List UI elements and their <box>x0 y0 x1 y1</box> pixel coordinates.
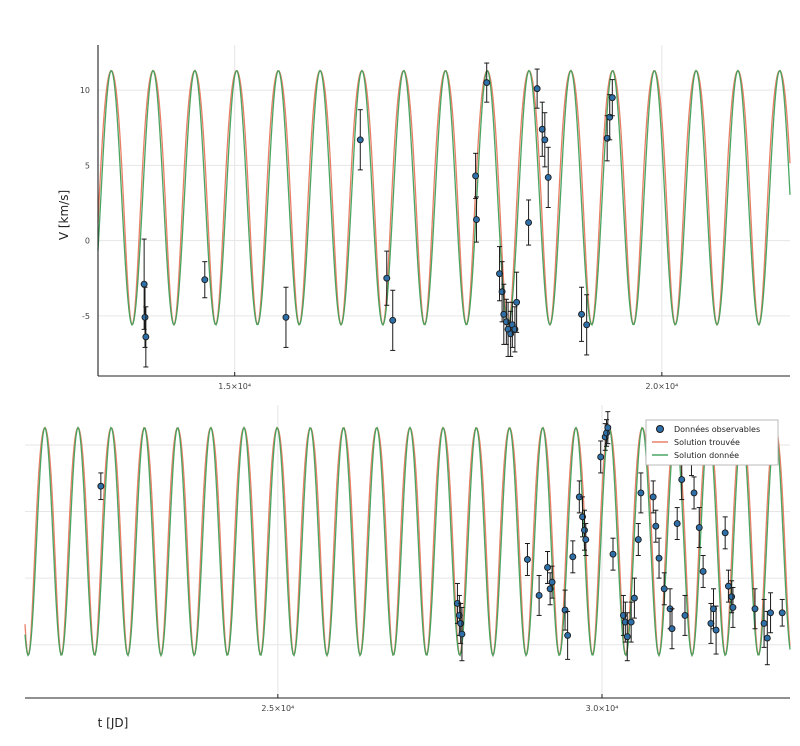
data-point <box>652 522 660 530</box>
data-point <box>389 316 397 324</box>
panel-2: 2.5×10⁴ 3.0×10⁴ t [JD] Données observable… <box>24 405 791 730</box>
data-point <box>583 321 591 329</box>
data-point <box>548 578 556 586</box>
data-point <box>627 618 635 626</box>
legend-label-given: Solution donnée <box>674 450 739 460</box>
data-point <box>581 526 588 534</box>
data-point <box>763 634 771 642</box>
data-point <box>473 216 480 223</box>
data-point <box>582 536 590 543</box>
x-tick-label: 3.0×10⁴ <box>586 704 619 713</box>
data-point <box>699 568 707 575</box>
data-point <box>457 619 465 627</box>
data-point <box>728 593 736 601</box>
data-point <box>142 333 150 341</box>
data-point <box>695 524 703 531</box>
data-point <box>383 274 391 282</box>
panel-2-axes: 2.5×10⁴ 3.0×10⁴ <box>25 694 790 713</box>
panel-2-points <box>97 411 786 666</box>
data-point <box>356 136 364 144</box>
data-point <box>721 529 729 537</box>
y-tick-label: 0 <box>85 237 90 246</box>
data-point <box>630 594 638 602</box>
y-tick-label: 5 <box>85 161 90 170</box>
data-point <box>282 313 290 321</box>
panel-1-points <box>140 62 616 368</box>
legend: Données observables Solution trouvée Sol… <box>645 419 779 466</box>
data-point <box>141 313 149 321</box>
data-point <box>458 630 466 638</box>
data-point <box>724 582 732 590</box>
data-point <box>637 489 645 497</box>
data-point <box>604 424 612 432</box>
data-point <box>751 605 759 613</box>
data-point <box>483 79 491 87</box>
data-point <box>578 310 585 318</box>
data-point <box>597 453 605 461</box>
x-tick-label: 1.5×10⁴ <box>218 382 251 391</box>
data-point <box>513 298 521 306</box>
x-tick-label: 2.0×10⁴ <box>645 382 678 391</box>
panel-1-axes: 1.5×10⁴ 2.0×10⁴ -5 0 5 10 <box>80 45 790 391</box>
model-curve <box>97 69 791 326</box>
panel-1-y-axis-label: V [km/s] <box>57 190 71 240</box>
data-point <box>760 619 768 627</box>
data-point <box>569 553 577 561</box>
data-point <box>533 85 541 93</box>
data-point <box>544 564 551 571</box>
legend-label-observed: Données observables <box>674 424 760 434</box>
data-point <box>523 556 531 563</box>
data-point <box>535 592 543 599</box>
data-point <box>660 585 668 593</box>
data-point <box>668 625 676 633</box>
data-point <box>778 609 786 617</box>
data-point <box>525 219 533 226</box>
data-point <box>649 493 657 501</box>
model-curve <box>24 426 791 657</box>
y-tick-label: 10 <box>80 86 90 95</box>
data-point <box>623 633 631 641</box>
data-point <box>681 611 689 619</box>
data-point <box>673 520 681 527</box>
x-tick-label: 2.5×10⁴ <box>261 704 294 713</box>
data-point <box>634 536 642 543</box>
data-point <box>678 476 686 484</box>
data-point <box>544 173 552 181</box>
panel-2-curves <box>24 426 791 658</box>
data-point <box>541 136 549 144</box>
data-point <box>201 276 209 284</box>
data-point <box>712 626 720 634</box>
data-point <box>767 609 775 617</box>
legend-label-found: Solution trouvée <box>674 437 740 447</box>
data-point <box>608 94 616 102</box>
data-point <box>564 631 572 639</box>
data-point <box>729 603 737 611</box>
y-tick-label: -5 <box>82 312 90 321</box>
panel-1: 1.5×10⁴ 2.0×10⁴ -5 0 5 10 V [km/s] <box>57 45 791 391</box>
legend-marker-observed <box>656 425 664 433</box>
data-point <box>655 554 663 562</box>
panel-2-x-axis-label: t [JD] <box>98 716 129 730</box>
panel-1-grid <box>98 45 790 376</box>
data-point <box>472 172 480 180</box>
data-point <box>609 550 617 558</box>
data-point <box>97 482 105 490</box>
data-point <box>140 280 148 288</box>
panel-1-curves <box>97 69 791 327</box>
data-point <box>690 489 698 497</box>
